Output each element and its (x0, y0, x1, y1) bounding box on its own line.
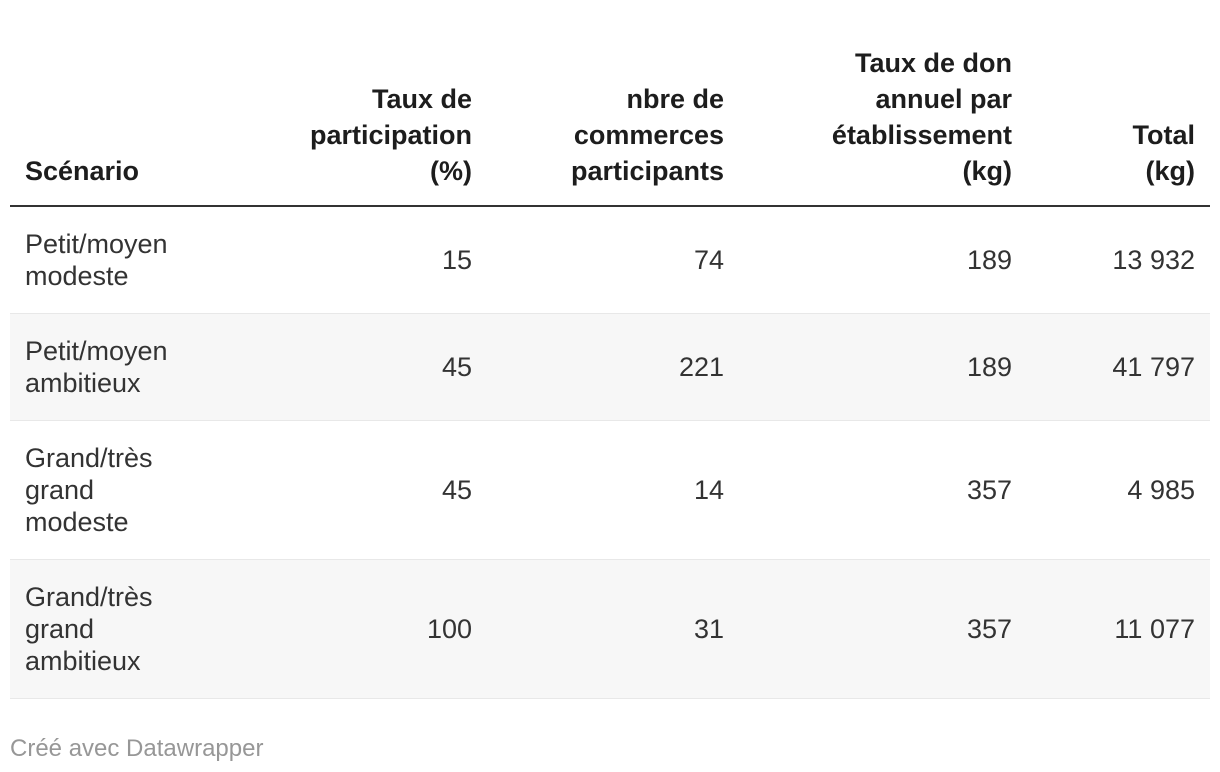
cell-taux-don: 357 (739, 420, 1027, 560)
data-table-container: Scénario Taux de participation (%) nbre … (10, 0, 1210, 699)
table-row: Petit/moyen ambitieux 45 221 189 41 797 (10, 313, 1210, 421)
cell-nb-commerces: 221 (487, 313, 739, 421)
datawrapper-credit: Créé avec Datawrapper (10, 735, 264, 762)
cell-taux-don: 357 (739, 559, 1027, 699)
cell-taux-participation: 15 (225, 206, 487, 314)
cell-total: 13 932 (1027, 206, 1210, 314)
cell-scenario: Grand/très grand modeste (10, 420, 225, 560)
cell-scenario: Petit/moyen modeste (10, 206, 225, 314)
cell-nb-commerces: 31 (487, 559, 739, 699)
cell-taux-participation: 45 (225, 420, 487, 560)
table-header-row: Scénario Taux de participation (%) nbre … (10, 0, 1210, 207)
column-header-taux-don: Taux de don annuel par établissement (kg… (739, 0, 1027, 207)
cell-taux-don: 189 (739, 206, 1027, 314)
table-row: Grand/très grand ambitieux 100 31 357 11… (10, 559, 1210, 699)
cell-total: 4 985 (1027, 420, 1210, 560)
cell-total: 11 077 (1027, 559, 1210, 699)
cell-scenario: Petit/moyen ambitieux (10, 313, 225, 421)
cell-taux-don: 189 (739, 313, 1027, 421)
column-header-total: Total (kg) (1027, 0, 1210, 207)
scenarios-table: Scénario Taux de participation (%) nbre … (10, 0, 1210, 699)
table-row: Petit/moyen modeste 15 74 189 13 932 (10, 206, 1210, 314)
column-header-nb-commerces: nbre de commerces participants (487, 0, 739, 207)
cell-taux-participation: 100 (225, 559, 487, 699)
cell-scenario: Grand/très grand ambitieux (10, 559, 225, 699)
cell-total: 41 797 (1027, 313, 1210, 421)
cell-nb-commerces: 74 (487, 206, 739, 314)
cell-nb-commerces: 14 (487, 420, 739, 560)
table-row: Grand/très grand modeste 45 14 357 4 985 (10, 420, 1210, 560)
column-header-scenario: Scénario (10, 0, 225, 207)
cell-taux-participation: 45 (225, 313, 487, 421)
column-header-taux-participation: Taux de participation (%) (225, 0, 487, 207)
